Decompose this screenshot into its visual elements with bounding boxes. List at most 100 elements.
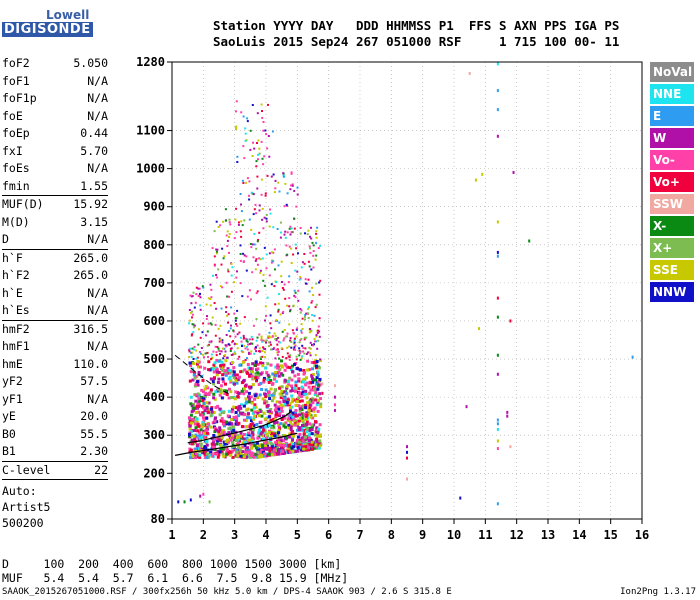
- echo-point: [282, 339, 285, 342]
- echo-point: [257, 238, 260, 241]
- echo-point: [227, 313, 230, 316]
- echo-point: [303, 262, 306, 265]
- echo-point: [190, 453, 194, 457]
- param-value: 5.050: [73, 56, 108, 70]
- echo-point: [221, 341, 224, 344]
- echo-point: [273, 403, 277, 407]
- echo-point: [311, 401, 315, 405]
- echo-point: [496, 296, 499, 300]
- echo-point: [302, 433, 306, 437]
- param-label: h`F: [2, 250, 23, 265]
- echo-point: [229, 453, 233, 457]
- echo-point: [261, 340, 264, 343]
- echo-point: [243, 433, 246, 436]
- echo-point: [316, 387, 320, 391]
- echo-point: [306, 368, 310, 372]
- echo-point: [283, 378, 287, 382]
- echo-point: [284, 421, 288, 425]
- echo-point: [209, 298, 212, 300]
- echo-point: [213, 397, 217, 401]
- echo-point: [282, 439, 285, 443]
- echo-point: [282, 172, 285, 175]
- echo-point: [282, 390, 286, 394]
- echo-point: [217, 359, 221, 363]
- x-tick-label: 11: [478, 528, 492, 542]
- echo-point: [244, 383, 248, 387]
- echo-point: [300, 448, 304, 452]
- echo-point: [256, 263, 259, 266]
- legend-x-: X+: [650, 238, 694, 258]
- echo-point: [191, 323, 194, 326]
- echo-point: [292, 417, 296, 421]
- echo-point: [284, 364, 288, 368]
- echo-point: [262, 448, 266, 452]
- echo-point: [290, 400, 294, 404]
- echo-point: [207, 343, 210, 346]
- echo-point: [256, 411, 260, 415]
- echo-point: [222, 363, 226, 367]
- echo-point: [254, 376, 258, 380]
- echo-point: [266, 335, 269, 338]
- echo-point: [233, 382, 236, 386]
- echo-point: [197, 370, 201, 374]
- echo-point: [202, 401, 206, 405]
- echo-point: [265, 253, 268, 256]
- echo-point: [269, 387, 273, 391]
- echo-point: [297, 299, 300, 302]
- echo-point: [257, 428, 261, 432]
- x-tick-label: 4: [262, 528, 269, 542]
- echo-point: [311, 397, 315, 401]
- echo-point: [314, 444, 318, 448]
- echo-point: [265, 133, 268, 136]
- echo-point: [221, 369, 225, 373]
- echo-point: [228, 218, 231, 221]
- echo-point: [310, 423, 314, 427]
- echo-point: [298, 417, 302, 420]
- echo-point: [229, 380, 233, 384]
- echo-point: [315, 282, 318, 285]
- echo-point: [277, 407, 281, 411]
- echo-point: [318, 446, 321, 450]
- echo-point: [266, 403, 270, 407]
- param-label: B1: [2, 444, 16, 458]
- echo-point: [219, 285, 222, 288]
- echo-point: [245, 425, 249, 429]
- echo-point: [270, 453, 274, 457]
- echo-point: [313, 314, 316, 317]
- echo-point: [245, 455, 249, 459]
- echo-point: [496, 418, 499, 422]
- echo-point: [289, 354, 292, 357]
- echo-point: [283, 368, 287, 372]
- echo-point: [264, 319, 266, 322]
- param-c-level: C-level 22: [2, 462, 108, 480]
- echo-point: [278, 400, 282, 404]
- echo-point: [246, 120, 249, 123]
- echo-point: [284, 335, 287, 338]
- echo-point: [289, 308, 292, 311]
- echo-point: [304, 314, 307, 316]
- echo-point: [264, 192, 267, 195]
- echo-point: [262, 346, 265, 349]
- echo-point: [496, 353, 499, 357]
- echo-point: [305, 422, 309, 426]
- param-divider: [2, 319, 108, 321]
- echo-point: [232, 366, 236, 370]
- echo-point: [307, 439, 311, 443]
- echo-point: [298, 341, 301, 344]
- echo-point: [276, 452, 280, 456]
- echo-point: [264, 392, 268, 396]
- echo-point: [315, 254, 318, 257]
- echo-point: [284, 230, 287, 233]
- echo-point: [262, 163, 265, 166]
- y-tick-label: 800: [143, 238, 165, 252]
- echo-point: [246, 348, 249, 351]
- echo-point: [225, 420, 229, 424]
- echo-point: [319, 279, 322, 282]
- echo-point: [222, 430, 226, 434]
- echo-point: [194, 447, 198, 451]
- echo-point: [245, 400, 249, 404]
- echo-point: [306, 351, 309, 354]
- echo-point: [269, 341, 272, 344]
- param-label: fmin: [2, 178, 30, 193]
- echo-point: [258, 257, 261, 260]
